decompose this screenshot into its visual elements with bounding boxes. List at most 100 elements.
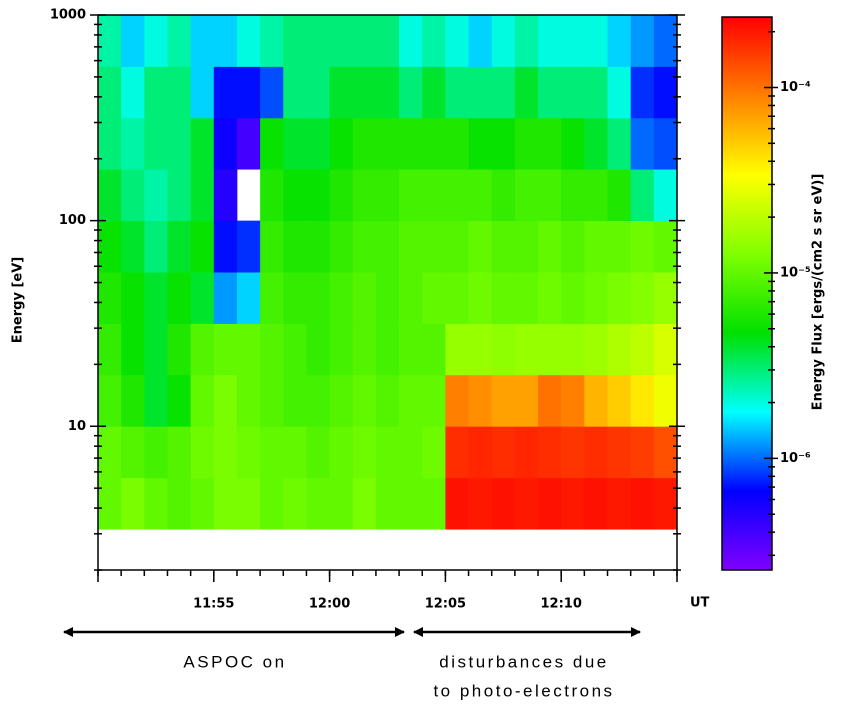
- heat-cell: [236, 15, 261, 67]
- heat-cell: [607, 374, 632, 427]
- heat-cell: [121, 117, 145, 170]
- heat-cell: [190, 477, 215, 530]
- heat-cell: [607, 220, 632, 273]
- heat-cell: [121, 220, 145, 273]
- heat-cell: [329, 117, 354, 170]
- heat-cell: [653, 220, 678, 273]
- heat-cell: [167, 374, 192, 427]
- heat-cell: [98, 426, 122, 479]
- heat-cell: [329, 220, 354, 273]
- heat-cell: [422, 374, 446, 427]
- x-tick-label: 11:55: [193, 597, 234, 612]
- heat-cell: [584, 374, 608, 427]
- heat-cell: [306, 374, 330, 427]
- x-tick-label: 12:05: [425, 597, 466, 612]
- heat-cell: [121, 169, 145, 222]
- heat-cell: [422, 477, 446, 530]
- heat-cell: [630, 66, 655, 119]
- heat-cell: [514, 169, 539, 222]
- heat-cell: [236, 426, 261, 479]
- heat-cell: [375, 66, 400, 119]
- x-tick-label: 12:00: [309, 597, 350, 612]
- heat-cell: [422, 169, 446, 222]
- heat-cell: [422, 323, 446, 376]
- heat-cell: [98, 477, 122, 530]
- heat-cell: [422, 66, 446, 119]
- heat-cell: [491, 426, 516, 479]
- heatmap: [98, 15, 678, 530]
- heat-cell: [538, 220, 562, 273]
- y-tick-label: 10: [68, 419, 86, 434]
- heat-cell: [468, 169, 493, 222]
- heat-cell: [121, 477, 145, 530]
- heat-cell: [653, 272, 678, 324]
- heat-cell: [399, 272, 423, 324]
- heat-cell: [306, 15, 330, 67]
- heat-cell: [167, 477, 192, 530]
- heat-cell: [283, 169, 307, 222]
- heat-cell: [561, 169, 585, 222]
- heat-cell: [260, 66, 284, 119]
- heat-cell: [561, 426, 585, 479]
- heat-cell: [144, 66, 168, 119]
- heat-cell: [190, 323, 215, 376]
- heat-cell: [653, 323, 678, 376]
- heat-cell: [260, 169, 284, 222]
- heat-cell: [167, 426, 192, 479]
- heat-cell: [98, 15, 122, 67]
- heat-cell: [375, 169, 400, 222]
- heat-cell: [422, 15, 446, 67]
- heat-cell: [653, 169, 678, 222]
- heat-cell: [630, 374, 655, 427]
- heat-cell: [352, 220, 377, 273]
- heat-cell: [514, 15, 539, 67]
- heat-cell: [283, 220, 307, 273]
- heat-cell: [468, 477, 493, 530]
- heat-cell: [121, 66, 145, 119]
- heat-cell: [653, 15, 678, 67]
- heat-cell: [514, 426, 539, 479]
- heat-cell: [468, 426, 493, 479]
- heat-cell: [190, 426, 215, 479]
- heat-cell: [144, 323, 168, 376]
- heat-cell: [630, 426, 655, 479]
- heat-cell: [584, 272, 608, 324]
- heat-cell: [561, 66, 585, 119]
- heat-cell: [584, 117, 608, 170]
- heat-cell: [514, 374, 539, 427]
- heat-cell: [584, 323, 608, 376]
- heat-cell: [306, 117, 330, 170]
- heat-cell: [375, 15, 400, 67]
- heat-cell: [538, 272, 562, 324]
- heat-cell: [468, 66, 493, 119]
- heat-cell: [445, 117, 469, 170]
- heat-cell: [260, 477, 284, 530]
- heat-cell: [121, 323, 145, 376]
- heat-cell: [329, 15, 354, 67]
- heat-cell: [98, 323, 122, 376]
- heat-cell: [630, 169, 655, 222]
- heat-cell: [422, 220, 446, 273]
- heat-cell: [514, 477, 539, 530]
- heat-cell: [538, 117, 562, 170]
- heat-cell: [352, 426, 377, 479]
- heat-cell: [445, 477, 469, 530]
- y-tick-label: 100: [59, 213, 86, 228]
- heat-cell: [538, 323, 562, 376]
- colorbar-label: Energy Flux [ergs/(cm2 s sr eV)]: [811, 174, 826, 411]
- plot-frame: [97, 14, 678, 571]
- colorbar: [721, 16, 773, 571]
- heat-cell: [514, 66, 539, 119]
- heat-cell: [98, 117, 122, 170]
- heat-cell: [630, 477, 655, 530]
- heat-cell: [514, 117, 539, 170]
- heat-cell: [283, 272, 307, 324]
- heat-cell: [98, 169, 122, 222]
- heat-cell: [375, 272, 400, 324]
- heat-cell: [375, 477, 400, 530]
- heat-cell: [491, 477, 516, 530]
- heat-cell: [121, 374, 145, 427]
- heat-cell: [306, 169, 330, 222]
- heat-cell: [329, 272, 354, 324]
- heat-cell: [121, 272, 145, 324]
